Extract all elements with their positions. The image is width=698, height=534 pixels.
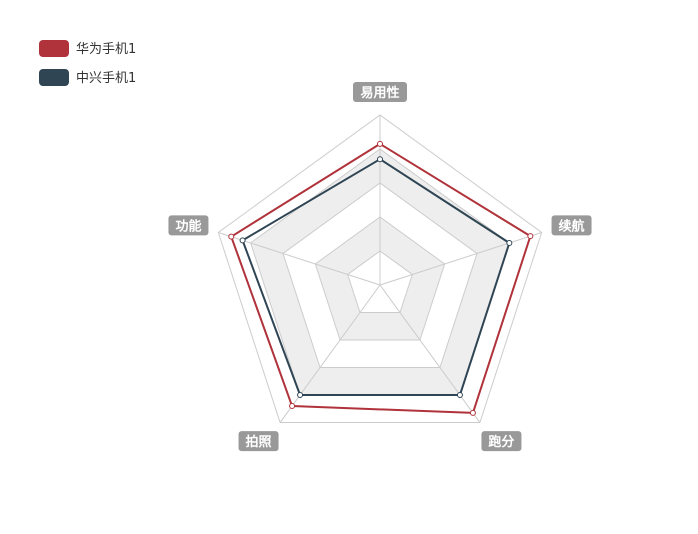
radar-series-line-1[interactable] bbox=[230, 142, 532, 414]
radar-indicator-label-3: 跑分 bbox=[481, 431, 522, 452]
legend-label[interactable]: 华为手机1 bbox=[76, 42, 136, 57]
radar-axis-line-4 bbox=[279, 284, 381, 423]
legend-swatch[interactable] bbox=[39, 69, 69, 86]
chart-legend[interactable]: 华为手机1 中兴手机1 bbox=[39, 40, 136, 86]
radar-indicator-label-text: 续航 bbox=[559, 218, 585, 234]
radar-point-2-3[interactable] bbox=[456, 392, 463, 399]
radar-point-1-2[interactable] bbox=[527, 233, 534, 240]
radar-series-line-2[interactable] bbox=[241, 158, 511, 397]
radar-indicator-label-bg bbox=[353, 82, 407, 102]
legend-label[interactable]: 中兴手机1 bbox=[76, 71, 136, 86]
radar-series-1[interactable] bbox=[228, 140, 534, 416]
radar-indicator-label-text: 易用性 bbox=[360, 85, 399, 101]
radar-indicator-label-4: 拍照 bbox=[238, 431, 279, 452]
radar-point-1-4[interactable] bbox=[289, 403, 296, 410]
radar-indicator-label-bg bbox=[168, 215, 209, 236]
legend-item-2[interactable]: 中兴手机1 bbox=[39, 69, 136, 86]
radar-axis-line-3 bbox=[379, 284, 481, 423]
radar-indicator-label-5: 功能 bbox=[168, 215, 209, 236]
radar-series bbox=[228, 140, 534, 416]
legend-item-1[interactable]: 华为手机1 bbox=[39, 40, 136, 57]
radar-indicator-label-text: 功能 bbox=[175, 218, 201, 234]
radar-axis-line-2 bbox=[379, 231, 542, 286]
radar-point-2-5[interactable] bbox=[239, 237, 246, 244]
legend-swatch[interactable] bbox=[39, 40, 69, 57]
radar-indicator-label-text: 跑分 bbox=[488, 434, 514, 450]
radar-indicator-label-bg bbox=[238, 431, 279, 452]
radar-series-2[interactable] bbox=[239, 156, 513, 399]
radar-indicator-label-2: 续航 bbox=[551, 215, 592, 236]
radar-indicator-label-bg bbox=[481, 431, 522, 452]
radar-indicator-label-text: 拍照 bbox=[246, 434, 272, 450]
radar-point-2-4[interactable] bbox=[297, 392, 304, 399]
radar-point-2-2[interactable] bbox=[506, 239, 513, 246]
radar-indicator-label-bg bbox=[551, 215, 592, 236]
radar-point-1-1[interactable] bbox=[377, 140, 383, 147]
radar-point-2-1[interactable] bbox=[377, 156, 383, 163]
radar-point-1-3[interactable] bbox=[469, 409, 476, 416]
radar-indicator-label-1: 易用性 bbox=[353, 82, 407, 102]
radar-point-1-5[interactable] bbox=[228, 233, 235, 240]
